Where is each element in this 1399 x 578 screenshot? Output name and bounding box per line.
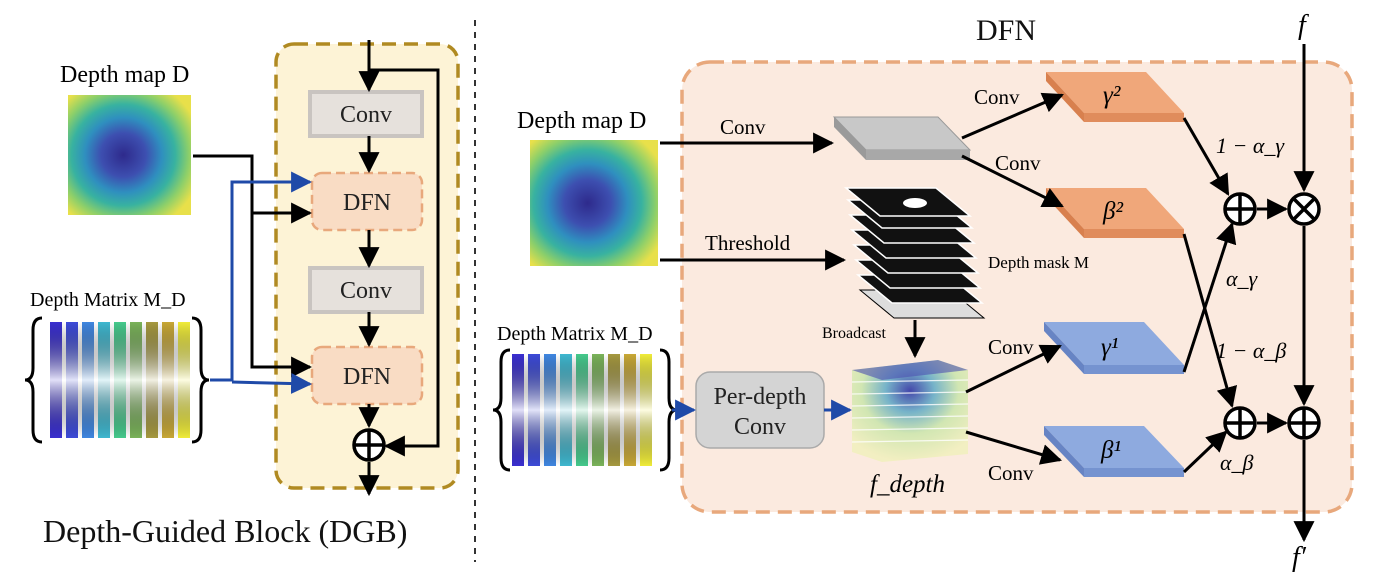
dgb-conv-2-label: Conv xyxy=(340,278,392,304)
dgb-dfn-1-label: DFN xyxy=(343,190,391,216)
dfn-fdepth-stack xyxy=(851,360,969,462)
dfn-conv-beta1-label: Conv xyxy=(988,461,1034,485)
dfn-fdepth-label: f_depth xyxy=(870,471,945,498)
dfn-depth-mask-stack xyxy=(843,187,986,319)
dgb-dfn-2-label: DFN xyxy=(343,364,391,390)
dfn-one-minus-alpha-gamma: 1 − α_γ xyxy=(1216,133,1285,158)
dfn-gamma2-slab xyxy=(1046,72,1184,122)
dfn-plus-beta-node xyxy=(1223,406,1257,440)
dfn-f-output: f′ xyxy=(1292,542,1307,573)
dfn-plus-out-node xyxy=(1287,406,1321,440)
dfn-conv-beta2-label: Conv xyxy=(995,151,1041,175)
dfn-gamma1-label: γ¹ xyxy=(1101,334,1118,361)
dfn-depth-matrix-image xyxy=(492,348,678,472)
dgb-flow-arrows xyxy=(193,40,440,497)
dfn-black-arrows xyxy=(660,44,1315,543)
dfn-panel: DFN Depth map D Depth Matrix M_D xyxy=(492,10,1354,573)
dfn-broadcast-label: Broadcast xyxy=(822,325,887,342)
dfn-depth-map-image xyxy=(530,140,658,266)
dfn-depth-feature-slab xyxy=(832,116,972,160)
dfn-threshold-label: Threshold xyxy=(705,231,791,255)
dfn-title: DFN xyxy=(976,14,1036,47)
dfn-one-minus-alpha-beta: 1 − α_β xyxy=(1216,338,1286,363)
dgb-matrix-arrows xyxy=(210,171,313,395)
dgb-conv-2 xyxy=(308,266,424,314)
dfn-conv-top-label: Conv xyxy=(720,115,766,139)
dgb-conv-1-label: Conv xyxy=(340,102,392,128)
dfn-depth-map-label: Depth map D xyxy=(517,108,646,134)
left-depth-map-label: Depth map D xyxy=(60,62,189,88)
dfn-alpha-beta: α_β xyxy=(1220,450,1254,475)
dfn-per-depth-conv-line2: Conv xyxy=(734,414,786,440)
left-depth-matrix-image xyxy=(24,316,210,444)
dfn-plus-gamma-node xyxy=(1223,192,1257,226)
dgb-sum-node xyxy=(352,428,386,462)
dfn-beta1-slab xyxy=(1044,426,1184,477)
dfn-gamma1-slab xyxy=(1044,322,1184,374)
dgb-caption: Depth-Guided Block (DGB) xyxy=(43,513,407,549)
dfn-depth-matrix-label: Depth Matrix M_D xyxy=(497,323,653,345)
dfn-beta1-label: β¹ xyxy=(1100,437,1121,464)
dfn-conv-gamma1-label: Conv xyxy=(988,335,1034,359)
dfn-times-node xyxy=(1287,192,1321,226)
dfn-alpha-gamma: α_γ xyxy=(1226,266,1259,291)
dgb-panel: Depth map D Depth Matrix M_D Conv DFN xyxy=(24,40,460,549)
dfn-beta2-label: β² xyxy=(1102,198,1123,225)
dfn-per-depth-conv-line1: Per-depth xyxy=(714,384,807,410)
left-depth-matrix-label: Depth Matrix M_D xyxy=(30,289,186,311)
dfn-gamma2-label: γ² xyxy=(1103,82,1121,109)
dfn-depth-mask-label: Depth mask M xyxy=(988,253,1089,272)
dfn-f-input: f xyxy=(1298,10,1309,41)
left-depth-map-image xyxy=(68,95,191,215)
dfn-conv-gamma2-label: Conv xyxy=(974,85,1020,109)
